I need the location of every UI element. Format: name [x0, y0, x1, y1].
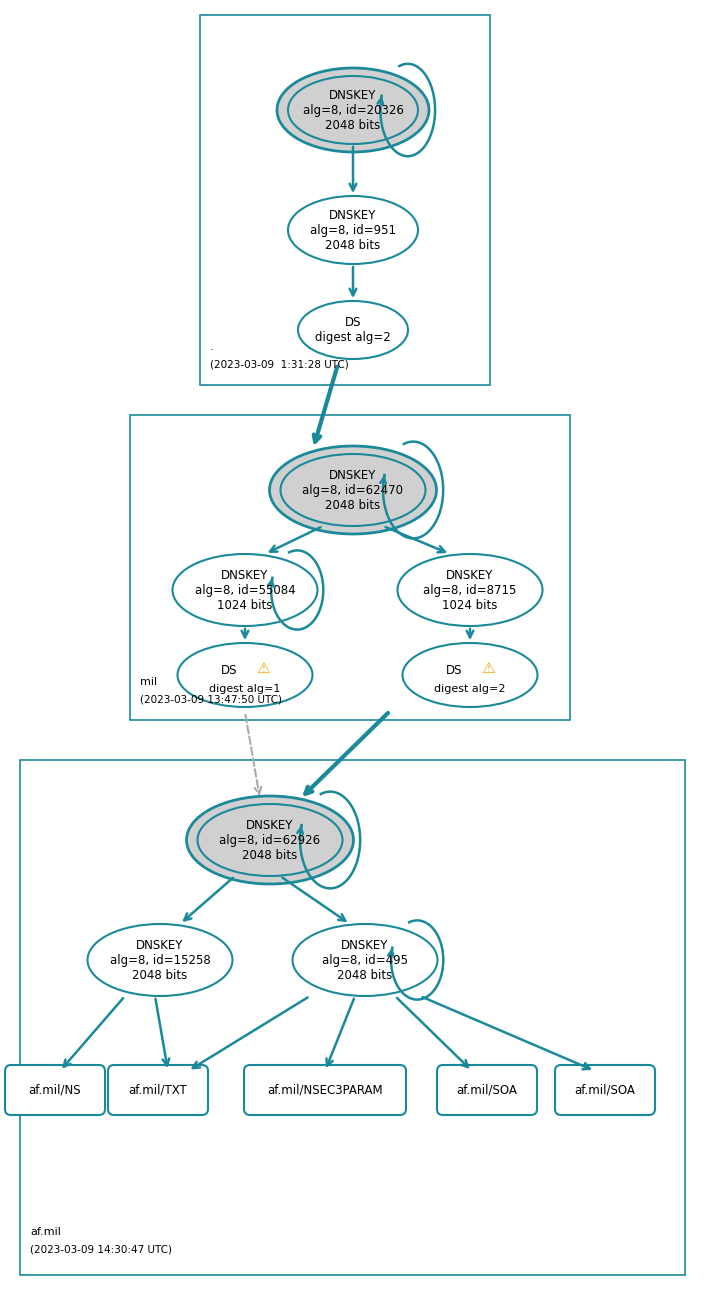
FancyBboxPatch shape — [244, 1065, 406, 1115]
FancyBboxPatch shape — [555, 1065, 655, 1115]
Text: DS: DS — [445, 664, 462, 677]
Text: DNSKEY
alg=8, id=62926
2048 bits: DNSKEY alg=8, id=62926 2048 bits — [219, 818, 320, 861]
FancyBboxPatch shape — [5, 1065, 105, 1115]
Text: DNSKEY
alg=8, id=8715
1024 bits: DNSKEY alg=8, id=8715 1024 bits — [423, 569, 517, 612]
Text: (2023-03-09 14:30:47 UTC): (2023-03-09 14:30:47 UTC) — [30, 1244, 172, 1255]
Ellipse shape — [397, 553, 542, 626]
Text: af.mil/NS: af.mil/NS — [29, 1083, 81, 1096]
Ellipse shape — [88, 924, 233, 996]
Text: af.mil: af.mil — [30, 1228, 61, 1237]
Text: af.mil/TXT: af.mil/TXT — [129, 1083, 187, 1096]
Text: .: . — [210, 342, 214, 352]
Ellipse shape — [288, 196, 418, 264]
Ellipse shape — [277, 68, 429, 152]
Bar — [20, 760, 685, 1276]
Ellipse shape — [293, 924, 438, 996]
Ellipse shape — [402, 643, 537, 707]
Text: DNSKEY
alg=8, id=495
2048 bits: DNSKEY alg=8, id=495 2048 bits — [322, 938, 408, 982]
Text: (2023-03-09 13:47:50 UTC): (2023-03-09 13:47:50 UTC) — [140, 694, 282, 704]
Text: af.mil/SOA: af.mil/SOA — [457, 1083, 518, 1096]
Text: ⚠: ⚠ — [481, 660, 495, 675]
Ellipse shape — [288, 77, 418, 144]
Text: digest alg=1: digest alg=1 — [209, 685, 281, 694]
Ellipse shape — [173, 553, 317, 626]
Text: DNSKEY
alg=8, id=951
2048 bits: DNSKEY alg=8, id=951 2048 bits — [310, 209, 396, 252]
Text: DNSKEY
alg=8, id=62470
2048 bits: DNSKEY alg=8, id=62470 2048 bits — [303, 469, 404, 512]
Text: DS: DS — [221, 664, 238, 677]
Text: DNSKEY
alg=8, id=20326
2048 bits: DNSKEY alg=8, id=20326 2048 bits — [303, 88, 404, 131]
Bar — [200, 16, 490, 385]
Ellipse shape — [177, 643, 312, 707]
Text: digest alg=2: digest alg=2 — [434, 685, 506, 694]
Bar — [130, 414, 570, 720]
Text: DNSKEY
alg=8, id=15258
2048 bits: DNSKEY alg=8, id=15258 2048 bits — [110, 938, 211, 982]
FancyBboxPatch shape — [437, 1065, 537, 1115]
Ellipse shape — [298, 301, 408, 359]
Ellipse shape — [197, 804, 342, 876]
Text: mil: mil — [140, 677, 157, 687]
FancyBboxPatch shape — [108, 1065, 208, 1115]
Ellipse shape — [269, 446, 436, 534]
Text: DS
digest alg=2: DS digest alg=2 — [315, 316, 391, 344]
Ellipse shape — [281, 453, 426, 526]
Text: ⚠: ⚠ — [256, 660, 270, 675]
Text: (2023-03-09  1:31:28 UTC): (2023-03-09 1:31:28 UTC) — [210, 359, 349, 369]
Ellipse shape — [187, 796, 354, 885]
Text: af.mil/SOA: af.mil/SOA — [575, 1083, 636, 1096]
Text: DNSKEY
alg=8, id=55084
1024 bits: DNSKEY alg=8, id=55084 1024 bits — [194, 569, 296, 612]
Text: af.mil/NSEC3PARAM: af.mil/NSEC3PARAM — [267, 1083, 382, 1096]
